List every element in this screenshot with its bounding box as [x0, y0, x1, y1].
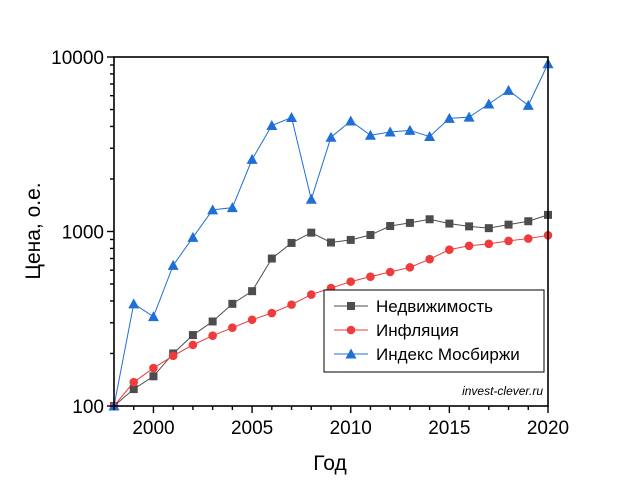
point-realty-2014 — [425, 215, 434, 224]
point-inflation-2014 — [425, 254, 434, 264]
point-realty-2005 — [248, 287, 257, 296]
point-inflation-1999 — [129, 377, 139, 387]
point-inflation-2011 — [366, 272, 375, 281]
point-inflation-2006 — [267, 308, 277, 318]
point-inflation-2004 — [228, 323, 237, 333]
point-realty-2015 — [445, 219, 454, 228]
point-moex-2012 — [384, 126, 396, 137]
y-tick-label-100: 100 — [72, 397, 104, 418]
point-realty-2011 — [366, 230, 375, 239]
y-tick-label-1000: 1000 — [62, 223, 104, 244]
point-inflation-2010 — [346, 277, 356, 286]
legend-marker-inflation — [346, 325, 356, 335]
point-moex-2008 — [305, 193, 317, 204]
legend-marker-moex — [345, 348, 357, 359]
point-moex-2010 — [345, 115, 357, 126]
point-moex-1999 — [128, 298, 140, 309]
point-moex-2005 — [246, 153, 258, 164]
point-inflation-2005 — [247, 315, 257, 325]
legend-box — [323, 289, 545, 373]
x-axis-title: Год — [313, 452, 346, 475]
x-tick-label-2000: 2000 — [132, 418, 174, 439]
point-realty-2010 — [346, 235, 355, 244]
point-realty-2009 — [327, 238, 335, 247]
watermark: invest-clever.ru — [462, 384, 543, 398]
point-inflation-2015 — [445, 245, 454, 254]
point-moex-2007 — [286, 112, 298, 123]
point-inflation-2001 — [168, 351, 178, 361]
point-realty-2018 — [504, 220, 513, 229]
point-realty-2007 — [287, 238, 296, 247]
legend-label-moex: Индекс Мосбиржи — [376, 345, 520, 364]
point-realty-2017 — [484, 224, 493, 233]
plot-area — [108, 58, 554, 411]
point-moex-2014 — [424, 131, 436, 142]
x-tick-label-2005: 2005 — [231, 418, 273, 439]
point-realty-2019 — [524, 217, 533, 226]
x-tick-label-2015: 2015 — [428, 418, 470, 439]
point-inflation-2019 — [523, 234, 533, 243]
point-inflation-2012 — [385, 267, 395, 277]
point-inflation-2013 — [405, 263, 415, 272]
point-realty-2016 — [465, 222, 474, 231]
point-moex-2003 — [207, 204, 219, 215]
point-inflation-2007 — [287, 300, 296, 309]
point-moex-2006 — [266, 119, 278, 130]
point-moex-2016 — [463, 111, 475, 122]
point-inflation-2008 — [306, 290, 316, 299]
point-realty-2002 — [188, 331, 197, 340]
point-moex-2019 — [522, 99, 534, 110]
point-realty-2006 — [267, 254, 276, 263]
point-moex-2009 — [325, 131, 337, 142]
point-realty-2004 — [228, 299, 237, 308]
point-moex-2000 — [147, 311, 159, 322]
legend: Недвижимость Инфляция Индекс Мосбиржи — [323, 289, 545, 373]
point-moex-2001 — [167, 259, 179, 270]
point-moex-2013 — [404, 124, 416, 135]
legend-label-realty: Недвижимость — [376, 297, 493, 316]
point-moex-2002 — [187, 231, 199, 242]
x-tick-label-2010: 2010 — [330, 418, 372, 439]
point-moex-2018 — [503, 84, 515, 95]
point-inflation-2016 — [464, 241, 474, 251]
point-realty-2008 — [307, 228, 316, 237]
point-inflation-2000 — [149, 363, 158, 373]
point-realty-2013 — [405, 218, 414, 227]
legend-marker-realty — [347, 302, 355, 310]
point-inflation-2017 — [484, 239, 494, 249]
legend-label-inflation: Инфляция — [376, 321, 459, 340]
point-realty-2012 — [386, 222, 395, 231]
point-moex-2011 — [364, 129, 376, 140]
point-inflation-2003 — [208, 331, 217, 340]
point-inflation-2018 — [504, 236, 513, 246]
point-moex-2015 — [443, 112, 455, 123]
point-moex-2017 — [483, 98, 495, 109]
point-realty-2000 — [149, 372, 158, 381]
y-axis-title: Цена, о.е. — [22, 182, 45, 279]
point-moex-2004 — [226, 202, 238, 213]
point-realty-1999 — [129, 385, 138, 394]
y-tick-label-10000: 10000 — [51, 48, 104, 69]
axes: 2000 2005 2010 2015 2020 100 1000 10000 — [51, 48, 569, 439]
point-realty-2003 — [208, 317, 217, 326]
x-tick-label-2020: 2020 — [527, 418, 569, 439]
point-inflation-2002 — [188, 340, 198, 350]
